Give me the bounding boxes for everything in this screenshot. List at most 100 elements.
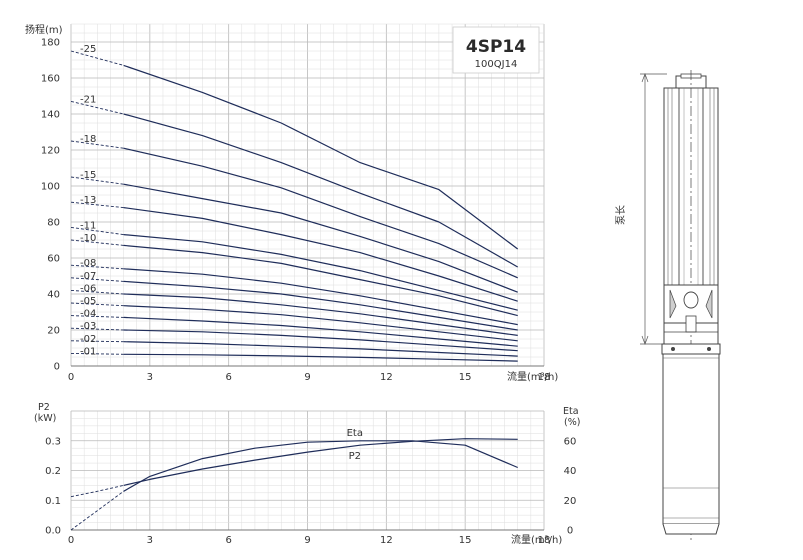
head-curve-dashed [70,302,124,307]
model-title: 4SP14 [466,37,526,57]
p2-curve-dashed [70,484,124,498]
head-curve-dashed [70,264,124,270]
head-curve-stage10 [123,244,518,317]
head-curve-stage13 [123,207,518,302]
x-tick-label: 15 [459,372,472,383]
head-curve-dashed [70,201,124,209]
stage-label: -11 [80,220,96,231]
y-tick-label: 100 [41,182,60,193]
stage-label: -04 [80,309,96,320]
power-axis-ticks: 0 3 6 9 12 15 18 0.0 0.1 0.2 0.3 0 20 40 60 [45,436,576,546]
y-tick-label: 80 [47,218,60,229]
head-curve-chart: -25 -21 -18 -15 -13 -11 -10 -08 -07-06 -05 -04-03 -… [25,23,558,383]
y-tick-label: 60 [47,254,60,265]
x-tick-label: 9 [304,372,310,383]
x-tick-label: 15 [459,535,472,546]
stage-label: -03 [80,321,96,332]
power-grid [70,410,545,531]
x-tick-label: 12 [380,372,393,383]
head-y-axis-label: 扬程(m) [25,23,63,36]
head-curve-dashed [70,327,124,331]
model-box: 4SP14 100QJ14 [452,26,540,74]
head-curve-stage06 [123,293,518,336]
head-curves: -25 -21 -18 -15 -13 -11 -10 -08 -07-06 -05 -04-03 -… [70,44,519,362]
head-curve-dashed [70,340,124,343]
head-curve-stage15 [123,183,518,293]
eta-tick-label: 40 [564,466,577,477]
stage-label: -21 [80,94,96,105]
p2-axis-label: P2 (kW) [34,402,56,424]
y-tick-label: 20 [47,326,60,337]
head-curve-stage07 [123,280,518,331]
eta-series-label: Eta [347,428,363,439]
head-curve-dashed [70,226,124,236]
x-tick-label: 6 [225,535,231,546]
head-x-axis-label: 流量(m³/h) [507,370,558,383]
head-curve-stage01 [123,353,518,362]
stage-label: -13 [80,195,96,206]
power-efficiency-chart: Eta P2 0 3 6 9 12 15 18 0.0 0.1 0.2 0.3 0 20 40 60 P2 (k… [34,402,580,546]
stage-label: -02 [80,334,96,345]
y-tick-label: 180 [41,38,60,49]
head-curve-stage02 [123,341,518,357]
head-curve-stage18 [123,147,518,279]
stage-label: -10 [80,233,96,244]
p2-series-label: P2 [349,451,361,462]
eta-tick-label: 60 [564,436,577,447]
x-tick-label: 6 [225,372,231,383]
eta-curve-dashed [70,490,124,531]
y-tick-label: 40 [47,290,60,301]
p2-tick-label: 0.3 [45,436,61,447]
head-curve-dashed [70,176,124,185]
x-tick-label: 12 [380,535,393,546]
head-curve-stage03 [123,329,518,352]
pump-length-label: 泵长 [615,205,627,225]
stage-label: -05 [80,296,96,307]
y-tick-label: 140 [41,110,60,121]
head-curve-stage11 [123,234,518,311]
y-tick-label: 0 [54,362,60,373]
head-curve-dashed [70,289,124,295]
stage-label: -25 [80,44,96,55]
model-subtitle: 100QJ14 [475,59,518,70]
head-curve-dashed [70,239,124,246]
eta-tick-label: 0 [567,526,573,537]
eta-axis-label: Eta (%) [563,406,580,428]
stage-label: -07 [80,271,96,282]
head-curve-dashed [70,140,124,149]
head-curve-stage08 [123,268,518,326]
stage-label: -08 [80,258,96,269]
p2-tick-label: 0.1 [45,496,61,507]
eta-tick-label: 20 [564,496,577,507]
stage-label: -18 [80,134,96,145]
x-tick-label: 18 [538,535,551,546]
head-curve-stage05 [123,305,518,342]
pump-drawing: 泵长 [615,70,721,540]
head-curve-dashed [70,50,124,66]
stage-label: -15 [80,170,96,181]
y-tick-label: 160 [41,74,60,85]
head-curve-dashed [70,277,124,282]
x-tick-label: 9 [304,535,310,546]
x-tick-label: 0 [68,372,74,383]
eta-curve [123,440,518,492]
power-x-axis-label: 流量(m³/h) [511,533,562,546]
x-tick-label: 0 [68,535,74,546]
p2-curve [123,438,518,486]
head-curve-stage25 [123,64,519,250]
p2-tick-label: 0.2 [45,466,61,477]
p2-tick-label: 0.0 [45,526,61,537]
head-curve-stage21 [123,113,518,268]
head-curve-dashed [70,100,124,115]
x-tick-label: 3 [147,372,153,383]
head-curve-dashed [70,315,124,318]
head-curve-dashed [70,352,124,355]
x-tick-label: 18 [538,372,551,383]
y-tick-label: 120 [41,146,60,157]
stage-label: -01 [80,346,96,357]
head-curve-stage04 [123,316,518,347]
power-curves: Eta P2 [70,428,518,531]
x-tick-label: 3 [147,535,153,546]
